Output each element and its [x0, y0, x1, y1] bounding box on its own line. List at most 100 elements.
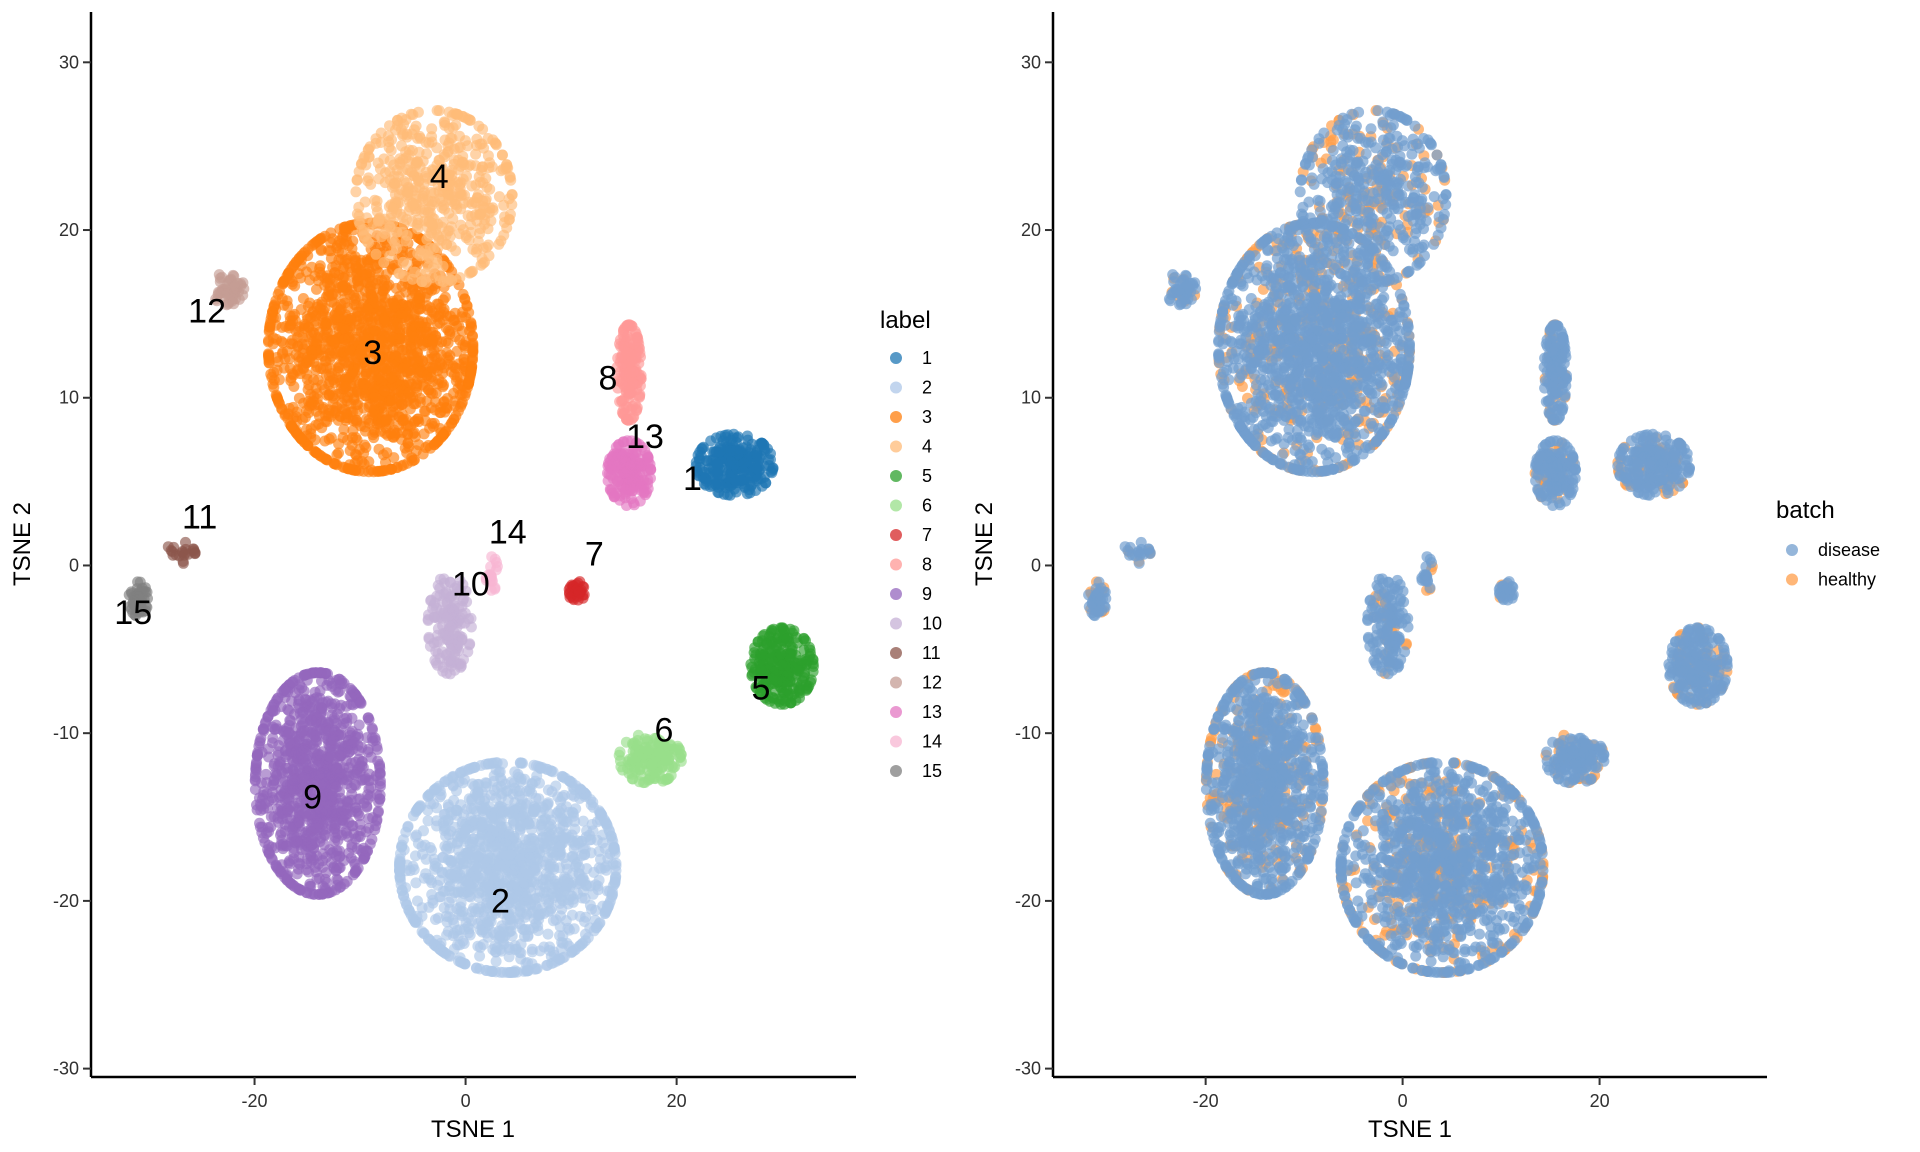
- cluster-4-point: [385, 145, 397, 156]
- cluster-3-point: [413, 367, 425, 379]
- cluster-4-point: [397, 129, 408, 141]
- cluster-2-point: [558, 875, 570, 887]
- cluster-2-point: [426, 889, 438, 900]
- cluster-2-point: [594, 809, 606, 821]
- cluster-2-point: [418, 825, 429, 837]
- cluster-5-point: [756, 649, 768, 661]
- cluster-3-point: [267, 306, 278, 318]
- cluster-3-point: [438, 379, 450, 391]
- cluster-3-point: [335, 303, 347, 315]
- cluster-4-point: [363, 172, 374, 184]
- cluster-2-point: [593, 918, 605, 930]
- cluster-4-point: [454, 141, 466, 153]
- cluster-1-point: [711, 474, 723, 486]
- cluster-2-point: [541, 799, 553, 811]
- cluster-4-point: [454, 182, 466, 194]
- cluster-2-point: [568, 944, 580, 956]
- cluster-2-point: [469, 761, 481, 773]
- cluster-4-point: [446, 132, 458, 144]
- cluster-3-point: [349, 457, 361, 469]
- cluster-2-point: [557, 930, 569, 942]
- cluster-2-point: [508, 864, 520, 876]
- cluster-2-point: [529, 865, 541, 877]
- cluster-3-point: [319, 453, 331, 465]
- cluster-4-point: [411, 219, 423, 231]
- cluster-3-point: [293, 326, 305, 338]
- cluster-1-point: [741, 430, 753, 442]
- cluster-5-point: [776, 693, 788, 705]
- cluster-4-point: [426, 217, 438, 229]
- cluster-3-point: [430, 359, 442, 371]
- cluster-1-point: [746, 478, 758, 490]
- cluster-3-point: [422, 384, 434, 396]
- cluster-5-point: [771, 641, 782, 653]
- cluster-3-point: [321, 416, 333, 428]
- cluster-3-point: [426, 417, 438, 429]
- cluster-3-point: [331, 277, 343, 289]
- cluster-2-point: [509, 766, 521, 778]
- cluster-4-point: [370, 248, 382, 260]
- cluster-2-point: [455, 882, 467, 894]
- cluster-3-point: [332, 362, 344, 373]
- cluster-5-point: [793, 665, 805, 677]
- cluster-4-point: [391, 226, 403, 238]
- cluster-2-point: [506, 776, 518, 788]
- cluster-2-point: [405, 909, 417, 921]
- cluster-3-point: [412, 413, 423, 425]
- cluster-2-point: [507, 919, 519, 931]
- cluster-3-point: [351, 324, 362, 336]
- cluster-3-point: [323, 245, 335, 257]
- cluster-2-point: [476, 886, 488, 898]
- cluster-3-point: [303, 407, 315, 419]
- cluster-4-point: [449, 108, 461, 119]
- cluster-3-point: [309, 434, 321, 446]
- cluster-4-point: [465, 266, 477, 278]
- cluster-3-point: [310, 344, 322, 356]
- cluster-2-point: [400, 865, 412, 877]
- cluster-2-point: [609, 878, 621, 890]
- cluster-3-point: [303, 321, 315, 333]
- cluster-2-point: [468, 803, 480, 815]
- cluster-5-point: [807, 661, 819, 672]
- cluster-8-point: [623, 319, 635, 331]
- cluster-2-point: [521, 965, 533, 977]
- cluster-4-point: [389, 237, 401, 249]
- cluster-1-point: [711, 459, 723, 471]
- cluster-2-point: [397, 834, 409, 846]
- cluster-4-point: [464, 114, 476, 126]
- cluster-2-point: [410, 877, 422, 889]
- cluster-3-point: [427, 335, 439, 347]
- left-points: [123, 105, 819, 978]
- cluster-4-point: [467, 243, 479, 255]
- cluster-1-point: [751, 463, 763, 475]
- cluster-3-point: [360, 390, 371, 402]
- cluster-2-point: [455, 799, 467, 811]
- cluster-2-point: [422, 815, 434, 827]
- cluster-1-point: [737, 465, 749, 477]
- cluster-3-point: [385, 358, 397, 370]
- cluster-2-point: [412, 838, 424, 849]
- cluster-2-point: [422, 804, 434, 816]
- cluster-3-point: [451, 345, 463, 357]
- cluster-3-point: [397, 362, 409, 374]
- cluster-2-point: [394, 874, 406, 886]
- cluster-3-point: [391, 322, 403, 334]
- cluster-2-point: [605, 830, 617, 842]
- cluster-2-point: [490, 840, 501, 852]
- cluster-4-point: [371, 195, 383, 207]
- cluster-4-point: [431, 257, 443, 269]
- cluster-6-point: [634, 763, 646, 775]
- cluster-4-point: [359, 196, 371, 208]
- cluster-1-point: [697, 442, 708, 454]
- cluster-2-point: [498, 806, 510, 818]
- cluster-3-point: [297, 347, 309, 359]
- cluster-2-point: [566, 789, 578, 801]
- cluster-2-point: [489, 807, 500, 819]
- cluster-2-point: [494, 930, 506, 942]
- cluster-4-point: [384, 155, 396, 167]
- cluster-3-point: [438, 396, 450, 407]
- cluster-2-point: [466, 906, 478, 918]
- cluster-2-point: [457, 777, 469, 789]
- cluster-4-point: [407, 198, 419, 210]
- cluster-1-point: [714, 440, 726, 452]
